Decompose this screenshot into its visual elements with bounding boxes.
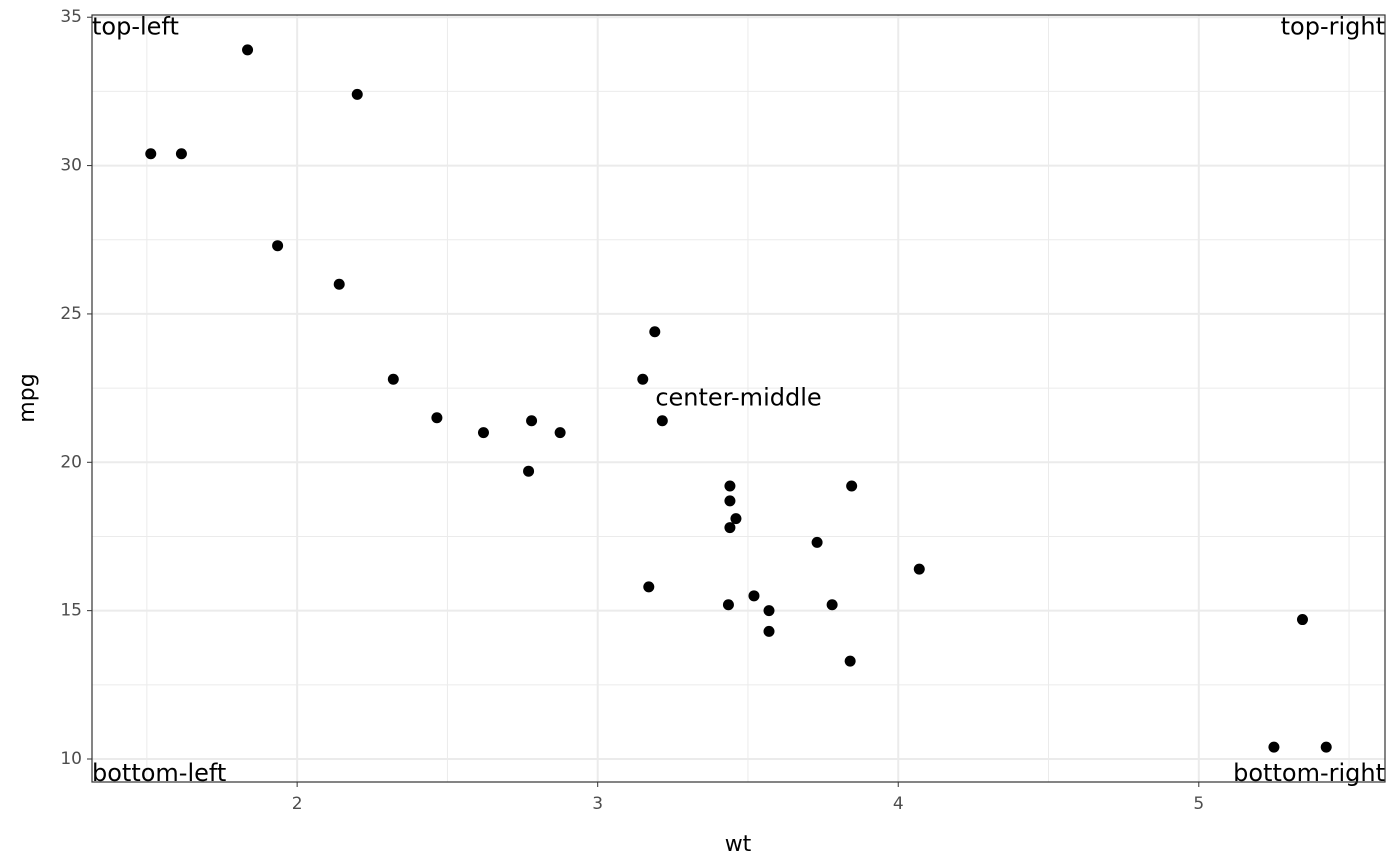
point (1296, 614, 1308, 626)
y-tick-label: 30 (60, 156, 82, 176)
x-tick-label: 5 (1193, 794, 1204, 814)
point (1268, 741, 1280, 753)
annotation: top-left (92, 13, 179, 41)
point (1320, 741, 1332, 753)
point (763, 625, 775, 637)
point (272, 240, 284, 252)
y-axis-title: mpg (15, 373, 40, 422)
point (477, 427, 489, 439)
point (913, 563, 925, 575)
y-tick-label: 20 (60, 452, 82, 472)
point (145, 148, 157, 160)
annotation: bottom-right (1233, 759, 1385, 787)
point (387, 373, 399, 385)
point (656, 415, 668, 427)
point (811, 536, 823, 548)
point (175, 148, 187, 160)
point (242, 44, 254, 56)
point (724, 495, 736, 507)
annotation: bottom-left (92, 759, 226, 787)
point (846, 480, 858, 492)
point (722, 599, 734, 611)
point (351, 88, 363, 100)
panel (92, 15, 1385, 782)
point (826, 599, 838, 611)
point (763, 605, 775, 617)
y-tick-label: 15 (60, 601, 82, 621)
point (649, 326, 661, 338)
y-tick-label: 25 (60, 304, 82, 324)
point (554, 427, 566, 439)
point (333, 278, 345, 290)
y-tick-label: 10 (60, 749, 82, 769)
point (844, 655, 856, 667)
y-tick-label: 35 (60, 7, 82, 27)
point (523, 465, 535, 477)
point (730, 513, 742, 525)
point (724, 480, 736, 492)
point (637, 373, 649, 385)
x-axis-title: wt (725, 832, 752, 857)
annotation: center-middle (655, 384, 821, 412)
panel-border (91, 14, 1386, 783)
x-tick-label: 3 (592, 794, 603, 814)
annotation: top-right (1281, 13, 1385, 41)
x-tick-label: 4 (893, 794, 904, 814)
point (526, 415, 538, 427)
point (724, 522, 736, 534)
point (748, 590, 760, 602)
point (431, 412, 443, 424)
point (643, 581, 655, 593)
x-tick-label: 2 (292, 794, 303, 814)
